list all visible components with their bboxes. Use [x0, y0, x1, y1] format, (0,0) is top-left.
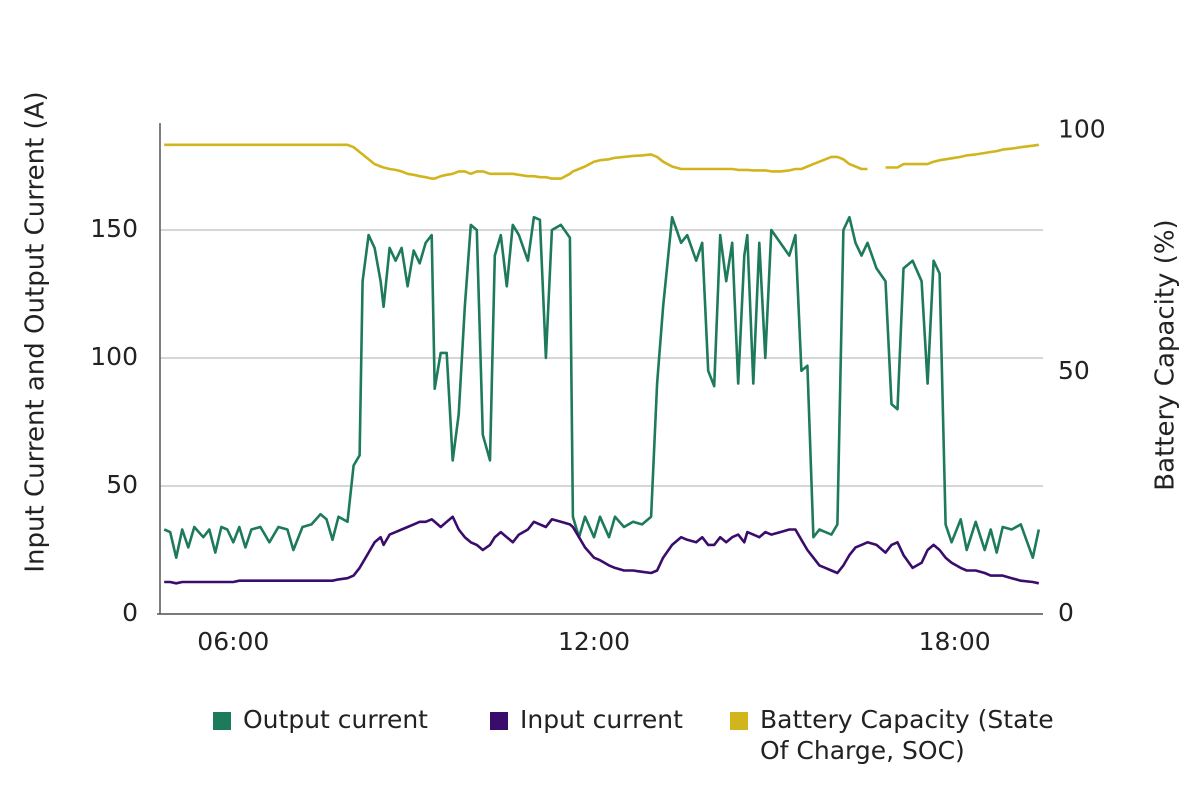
series-line [163, 215, 1041, 559]
legend-item: Output current [213, 704, 428, 735]
x-tick-label: 12:00 [558, 627, 630, 656]
x-tick-label: 06:00 [197, 627, 269, 656]
y-tick-label: 50 [106, 470, 138, 499]
y2-tick-label: 100 [1058, 114, 1106, 143]
y-tick-label: 100 [90, 342, 138, 371]
legend-item: Input current [490, 704, 683, 735]
y2-tick-label: 50 [1058, 356, 1090, 385]
legend-label: Output current [243, 705, 428, 734]
series-line [164, 143, 1039, 180]
series-line [164, 515, 1040, 585]
y-tick-label: 0 [122, 598, 138, 627]
x-tick-label: 18:00 [919, 627, 991, 656]
legend-label: Input current [520, 705, 683, 734]
y-tick-label: 150 [90, 214, 138, 243]
y2-tick-label: 0 [1058, 598, 1074, 627]
legend-swatch [490, 712, 508, 730]
y2-axis-title: Battery Capacity (%) [1151, 219, 1181, 490]
legend-swatch [213, 712, 231, 730]
y-axis-title: Input Current and Output Current (A) [21, 91, 51, 572]
legend-item: Battery Capacity (State Of Charge, SOC) [730, 704, 1060, 766]
legend-swatch [730, 712, 748, 730]
legend-label: Battery Capacity (State Of Charge, SOC) [760, 705, 1054, 765]
